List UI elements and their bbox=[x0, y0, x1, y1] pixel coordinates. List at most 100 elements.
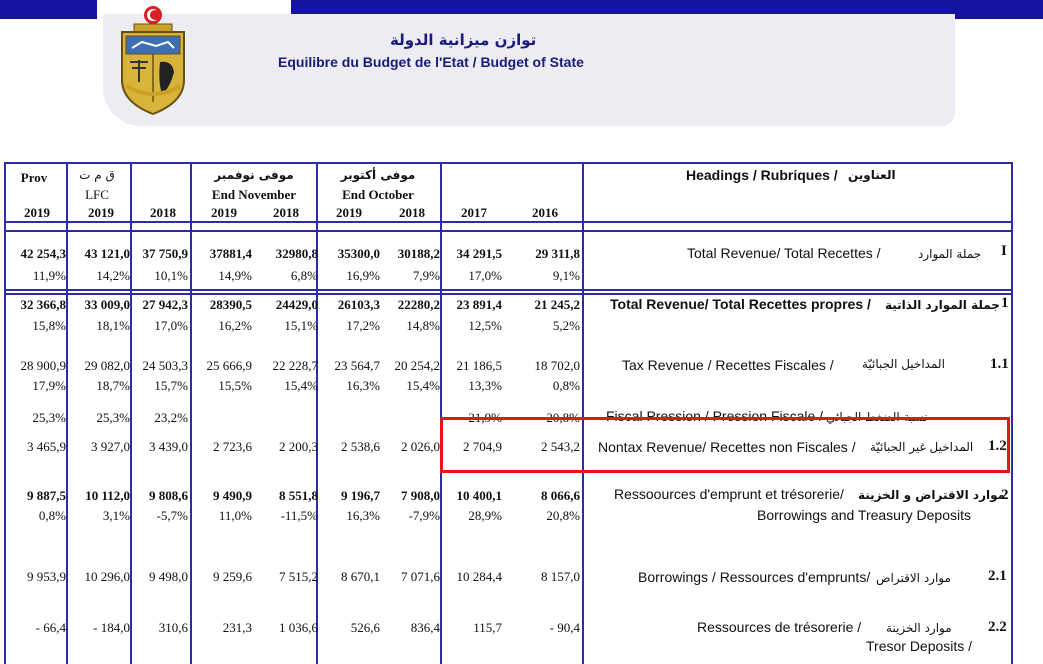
row-label-arabic: موارد الاقتراض bbox=[876, 571, 951, 585]
row-number: 1 bbox=[1001, 295, 1009, 311]
table-cell: 8 551,8 bbox=[279, 488, 318, 503]
row-label-arabic: جملة الموارد الذاتية bbox=[885, 298, 1000, 312]
table-cell: 15,4% bbox=[284, 378, 318, 393]
table-cell: 32980,8 bbox=[275, 246, 318, 261]
lfc-header: LFC bbox=[85, 187, 109, 202]
row-number: 2 bbox=[1001, 487, 1009, 503]
row-label-arabic: المداخيل الجبائيّة bbox=[862, 357, 945, 371]
table-cell: 0,8% bbox=[38, 508, 66, 523]
table-cell: 23 891,4 bbox=[456, 297, 503, 312]
section-divider bbox=[4, 289, 1013, 291]
table-cell: 18 702,0 bbox=[534, 358, 581, 373]
table-cell: 15,1% bbox=[284, 318, 318, 333]
table-cell: 29 311,8 bbox=[535, 246, 580, 261]
table-cell: 11,0% bbox=[218, 508, 252, 523]
table-cell: 25,3% bbox=[96, 410, 130, 425]
table-cell: 10 112,0 bbox=[85, 488, 130, 503]
table-cell: 14,2% bbox=[96, 268, 130, 283]
year-header: 2017 bbox=[461, 205, 487, 220]
table-cell: 14,9% bbox=[218, 268, 252, 283]
table-cell: 8 157,0 bbox=[541, 569, 580, 584]
column-divider bbox=[316, 162, 318, 664]
table-cell: 16,9% bbox=[346, 268, 380, 283]
table-cell: 18,1% bbox=[96, 318, 130, 333]
row-number: 1.1 bbox=[990, 356, 1009, 372]
november-header: End November bbox=[211, 187, 297, 202]
table-cell: 33 009,0 bbox=[84, 297, 131, 312]
table-cell: -5,7% bbox=[156, 508, 188, 523]
header-banner bbox=[103, 14, 955, 126]
table-cell: 3 465,9 bbox=[27, 439, 66, 454]
column-divider bbox=[130, 162, 132, 664]
table-cell: 17,9% bbox=[32, 378, 66, 393]
table-cell: 0,8% bbox=[552, 378, 580, 393]
row-number: I bbox=[1001, 243, 1007, 259]
year-header: 2019 bbox=[211, 205, 237, 220]
highlight-box bbox=[440, 417, 1010, 473]
table-cell: 25,3% bbox=[32, 410, 66, 425]
table-cell: 37 750,9 bbox=[142, 246, 189, 261]
table-cell: 10 284,4 bbox=[456, 569, 503, 584]
table-cell: 34 291,5 bbox=[456, 246, 503, 261]
table-cell: 23,2% bbox=[154, 410, 188, 425]
table-cell: 10,1% bbox=[154, 268, 188, 283]
table-cell: 29 082,0 bbox=[84, 358, 131, 373]
october-header: End October bbox=[342, 187, 414, 202]
column-divider bbox=[440, 162, 442, 664]
row-label-arabic: موارد الخزينة bbox=[886, 621, 952, 635]
table-cell: 15,5% bbox=[218, 378, 252, 393]
table-cell: 16,3% bbox=[346, 378, 380, 393]
table-cell: 2 538,6 bbox=[341, 439, 380, 454]
table-cell: 2 704,9 bbox=[463, 439, 502, 454]
table-cell: 17,0% bbox=[468, 268, 502, 283]
year-header: 2019 bbox=[88, 205, 114, 220]
table-cell: 9,1% bbox=[552, 268, 580, 283]
table-cell: -7,9% bbox=[408, 508, 440, 523]
row-label-arabic: المداخيل غير الجبائيّة bbox=[870, 440, 974, 454]
table-cell: 28390,5 bbox=[209, 297, 252, 312]
section-divider bbox=[4, 230, 1013, 232]
table-cell: 28,9% bbox=[468, 508, 502, 523]
table-cell: 16,3% bbox=[346, 508, 380, 523]
table-cell: - 66,4 bbox=[35, 620, 66, 635]
table-cell: 9 196,7 bbox=[341, 488, 380, 503]
table-cell: 20,8% bbox=[546, 508, 580, 523]
row-label: Tax Revenue / Recettes Fiscales / bbox=[622, 357, 834, 373]
table-cell: 7 908,0 bbox=[401, 488, 440, 503]
october-header-arabic: موفى أكتوبر bbox=[340, 168, 416, 182]
headings-header-arabic: العناوين bbox=[848, 168, 896, 182]
year-header: 2019 bbox=[336, 205, 362, 220]
table-cell: 526,6 bbox=[350, 620, 380, 635]
table-frame bbox=[4, 162, 1013, 664]
table-cell: 9 259,6 bbox=[213, 569, 252, 584]
table-cell: 10 400,1 bbox=[456, 488, 503, 503]
table-cell: 37881,4 bbox=[209, 246, 252, 261]
row-number: 1.2 bbox=[988, 438, 1007, 454]
row-label-arabic: جملة الموارد bbox=[918, 247, 982, 261]
row-label: Nontax Revenue/ Recettes non Fiscales / bbox=[598, 439, 856, 455]
table-cell: 32 366,8 bbox=[20, 297, 67, 312]
row-label-english: Tresor Deposits / bbox=[866, 638, 973, 654]
table-cell: 20 254,2 bbox=[394, 358, 441, 373]
table-cell: 21 186,5 bbox=[456, 358, 503, 373]
table-cell: 13,3% bbox=[468, 378, 502, 393]
table-cell: 9 808,6 bbox=[149, 488, 188, 503]
table-cell: 15,8% bbox=[32, 318, 66, 333]
table-cell: 15,7% bbox=[154, 378, 188, 393]
table-cell: 25 666,9 bbox=[206, 358, 253, 373]
table-cell: 115,7 bbox=[473, 620, 502, 635]
table-cell: 9 490,9 bbox=[213, 488, 252, 503]
row-number: 2.2 bbox=[988, 619, 1007, 635]
table-cell: 2 200,3 bbox=[279, 439, 318, 454]
page-title: Equilibre du Budget de l'Etat / Budget o… bbox=[278, 54, 584, 70]
row-number: 2.1 bbox=[988, 568, 1007, 584]
table-cell: 7 071,6 bbox=[401, 569, 440, 584]
table-cell: 22 228,7 bbox=[272, 358, 319, 373]
table-cell: 15,4% bbox=[406, 378, 440, 393]
year-header: 2018 bbox=[150, 205, 176, 220]
top-bar-left bbox=[0, 0, 97, 19]
table-cell: 35300,0 bbox=[337, 246, 380, 261]
table-cell: 310,6 bbox=[158, 620, 188, 635]
header-divider bbox=[4, 221, 1013, 223]
table-cell: 7 515,2 bbox=[279, 569, 318, 584]
